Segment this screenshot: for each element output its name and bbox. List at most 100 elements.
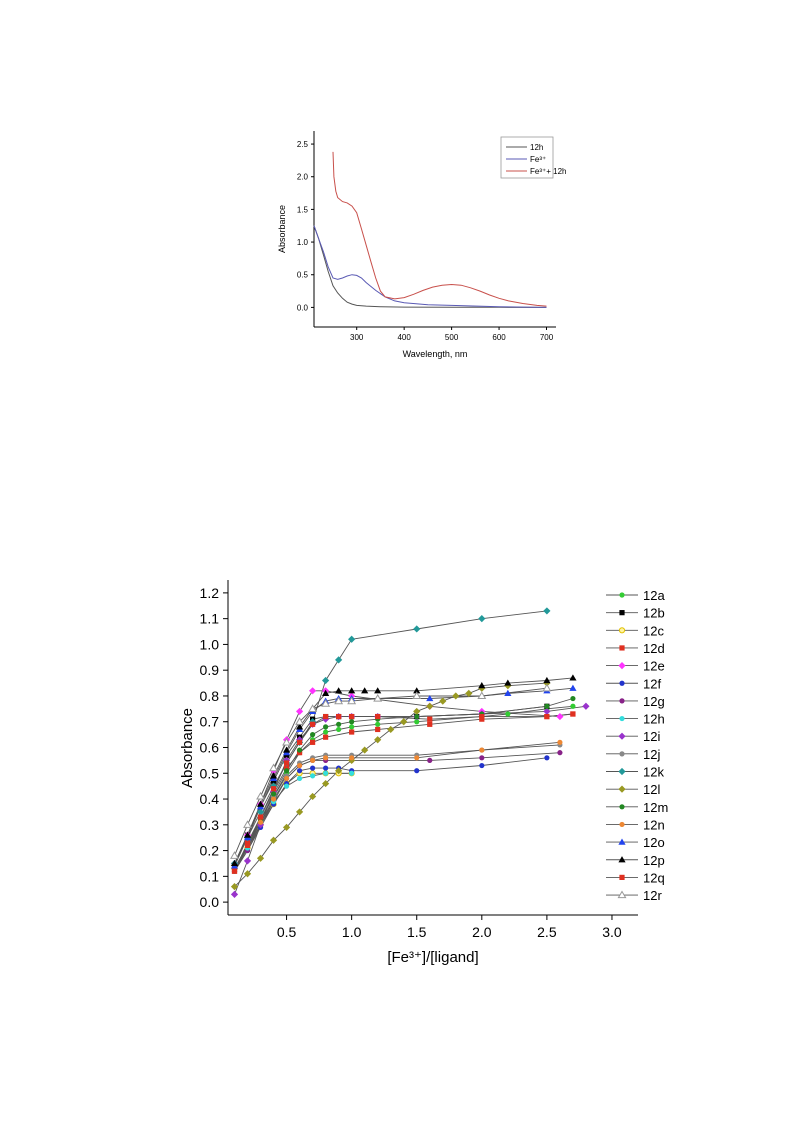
chart2-series-markers	[230, 607, 590, 898]
chart2-point-12r	[243, 820, 252, 828]
chart2-legend-label-12d: 12d	[643, 641, 665, 656]
chart2-point-12l	[452, 692, 460, 700]
chart2-point-12i	[230, 890, 239, 898]
chart2-y-tick-label: 0.5	[200, 765, 220, 781]
chart2-y-tick-label: 0.7	[200, 714, 220, 730]
chart2-y-ticks: 0.0 0.1 0.2 0.3 0.4 0.5 0.6 0.7 0.8 0.9 1.0 1.1 1.2	[200, 585, 228, 910]
chart2-point-12p	[282, 746, 291, 753]
chart2-legend-label-12h: 12h	[643, 712, 665, 727]
chart2-point-12p	[543, 676, 551, 684]
chart1-y-tick-label: 0.0	[297, 303, 309, 312]
chart1-x-tick-label: 700	[540, 333, 554, 342]
chart2-series-line-12k	[234, 610, 547, 864]
chart2-point-12r	[334, 696, 344, 705]
chart2-legend-marker-12j	[619, 751, 625, 757]
chart2-point-12p	[269, 772, 278, 779]
chart2-point-12i	[543, 707, 551, 716]
chart2-point-12n	[283, 775, 290, 782]
chart2-legend-marker-12c	[618, 627, 626, 634]
chart2-point-12l	[400, 718, 408, 726]
chart2-point-12h	[349, 770, 355, 776]
chart2-point-12d	[310, 739, 316, 745]
chart2-point-12r	[230, 851, 239, 859]
chart2-point-12d	[375, 726, 381, 733]
chart2-point-12n	[479, 747, 485, 753]
chart2-y-tick-label: 0.1	[200, 868, 220, 884]
chart2-point-12r	[295, 717, 305, 725]
chart2-point-12g	[557, 750, 563, 756]
chart2-point-12f	[414, 768, 420, 774]
chart1-y-tick-label: 0.5	[297, 271, 309, 280]
chart2-point-12d	[427, 721, 433, 727]
chart2-point-12r	[542, 683, 552, 692]
chart2-y-axis-label: Absorbance	[179, 708, 196, 788]
chart2-point-12o	[569, 684, 577, 691]
chart2-y-tick-label: 0.2	[200, 843, 220, 859]
chart1-legend: 12h Fe³⁺ Fe³⁺+ 12h	[500, 136, 566, 179]
chart2-legend: 12a 12b 12c 12d 12e 12f 12g 12h 12i 12j 12k 12l 12m 1…	[606, 588, 668, 903]
chart2-point-12o	[426, 694, 434, 702]
chart2-y-tick-label: 1.1	[200, 611, 220, 627]
chart1-x-axis-label: Wavelength, nm	[403, 349, 468, 359]
chart2-point-12g	[479, 755, 485, 761]
chart2-point-12n	[323, 755, 329, 761]
chart1-x-ticks: 300 400 500 600 700	[350, 327, 554, 342]
chart2-legend-marker-12p	[618, 856, 626, 863]
chart1-y-ticks: 0.0 0.5 1.0 1.5 2.0 2.5	[297, 140, 314, 312]
chart2-point-12m	[349, 719, 355, 725]
chart2-point-12q	[544, 713, 550, 720]
chart1-y-tick-label: 2.5	[297, 140, 309, 149]
chart2-legend-label-12l: 12l	[643, 782, 660, 797]
chart2-legend-label-12b: 12b	[643, 606, 665, 621]
chart2-point-12q	[349, 713, 355, 720]
chart2-legend-marker-12q	[619, 874, 625, 880]
chart2-point-12n	[310, 757, 316, 763]
chart2-point-12r	[412, 691, 422, 700]
chart2-point-12p	[295, 723, 304, 730]
chart2-point-12k	[256, 808, 265, 816]
chart2-point-12q	[479, 713, 485, 720]
chart2-point-12q	[244, 842, 251, 849]
chart2-point-12e	[556, 712, 564, 721]
chart2-series-line-12f	[234, 757, 547, 872]
chart1-y-tick-label: 1.0	[297, 238, 309, 247]
chart2-point-12m	[310, 732, 316, 738]
chart2-legend-label-12o: 12o	[643, 835, 665, 850]
chart2-point-12l	[413, 707, 421, 716]
chart2-point-12f	[544, 755, 550, 761]
chart2-legend-marker-12m	[619, 804, 625, 810]
chart2-point-12q	[323, 713, 329, 720]
chart2-legend-label-12m: 12m	[643, 800, 668, 815]
chart2-point-12i	[582, 702, 590, 710]
chart2-point-12r	[256, 791, 266, 800]
chart2-point-12n	[349, 755, 355, 761]
chart2-legend-marker-12l	[618, 785, 626, 793]
chart2-point-12n	[296, 762, 303, 769]
chart2-point-12p	[348, 687, 356, 694]
chart2-point-12q	[283, 760, 290, 766]
chart2-y-tick-label: 1.2	[200, 585, 220, 601]
chart1-x-tick-label: 400	[397, 333, 411, 342]
chart2-point-12m	[570, 695, 576, 702]
chart2-point-12q	[375, 713, 381, 720]
chart2-point-12k	[335, 656, 343, 664]
chart2-x-ticks: 0.5 1.0 1.5 2.0 2.5 3.0	[277, 915, 622, 940]
chart2-point-12a	[349, 724, 355, 730]
chart2-legend-marker-12k	[618, 767, 626, 776]
chart2-x-tick-label: 2.0	[472, 924, 492, 940]
chart2-point-12k	[543, 607, 551, 615]
chart1-x-tick-label: 500	[445, 333, 459, 342]
chart2-legend-marker-12d	[619, 645, 625, 651]
chart1-plot-area	[313, 131, 556, 328]
chart2-point-12o	[504, 689, 512, 696]
chart2-point-12e	[295, 707, 304, 716]
chart2-legend-marker-12n	[619, 821, 625, 828]
chart2-y-tick-label: 0.9	[200, 662, 220, 678]
chart1-legend-label-12h: 12h	[530, 143, 543, 152]
chart2-point-12r	[282, 737, 292, 746]
chart2-point-12n	[257, 819, 264, 825]
chart2-point-12n	[414, 755, 420, 761]
chart2-point-12m	[283, 768, 290, 774]
chart2-point-12q	[310, 721, 316, 727]
chart2-legend-marker-12e	[618, 662, 626, 670]
